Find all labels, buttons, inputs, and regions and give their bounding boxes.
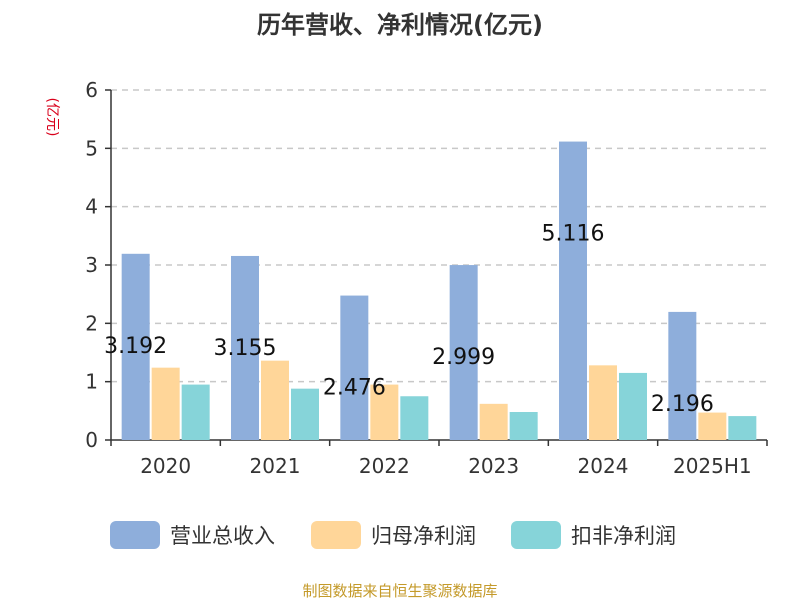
bar bbox=[261, 360, 289, 440]
data-label: 3.192 bbox=[104, 334, 167, 359]
y-tick-label: 0 bbox=[85, 428, 98, 452]
bar bbox=[400, 396, 429, 440]
bar bbox=[509, 412, 538, 440]
data-labels: 3.192 3.155 2.476 2.999 5.116 2.196 bbox=[104, 222, 714, 417]
data-label: 2.476 bbox=[323, 376, 386, 401]
x-tick-label: 2021 bbox=[250, 454, 301, 478]
legend-swatch bbox=[511, 521, 561, 549]
y-unit-label: (亿元) bbox=[44, 98, 60, 137]
source-note: 制图数据来自恒生聚源数据库 bbox=[302, 582, 497, 600]
x-tick-label: 2022 bbox=[359, 454, 410, 478]
bar bbox=[231, 255, 259, 440]
legend-label: 营业总收入 bbox=[170, 524, 275, 548]
bar bbox=[340, 295, 369, 440]
bar bbox=[728, 416, 757, 440]
data-label: 5.116 bbox=[542, 222, 605, 247]
data-label: 2.196 bbox=[651, 392, 714, 417]
x-tick-label: 2023 bbox=[468, 454, 519, 478]
x-tick-label: 2024 bbox=[578, 454, 629, 478]
legend-swatch bbox=[311, 521, 361, 549]
bars bbox=[121, 141, 757, 441]
bar bbox=[698, 412, 727, 440]
x-tick-label: 2025H1 bbox=[673, 454, 752, 478]
legend-swatch bbox=[110, 521, 160, 549]
x-tick-label: 2020 bbox=[140, 454, 191, 478]
bar bbox=[291, 388, 319, 440]
legend-item[interactable]: 营业总收入 bbox=[110, 521, 275, 549]
y-tick-label: 4 bbox=[85, 195, 98, 219]
legend[interactable]: 营业总收入 归母净利润 扣非净利润 bbox=[110, 521, 676, 549]
bar bbox=[121, 253, 150, 440]
data-label: 3.155 bbox=[214, 336, 277, 361]
bar bbox=[619, 372, 647, 440]
y-tick-label: 5 bbox=[85, 136, 98, 160]
y-tick-label: 1 bbox=[85, 370, 98, 394]
data-label: 2.999 bbox=[432, 345, 495, 370]
axes: 0 1 2 3 4 5 6 2020 2021 2022 2023 2024 2025H1 bbox=[85, 78, 768, 478]
legend-item[interactable]: 归母净利润 bbox=[311, 521, 476, 549]
bar bbox=[479, 403, 508, 440]
bar bbox=[449, 265, 478, 440]
y-tick-label: 3 bbox=[85, 253, 98, 277]
legend-label: 扣非净利润 bbox=[571, 524, 676, 548]
bar bbox=[559, 141, 587, 441]
chart-title: 历年营收、净利情况(亿元) bbox=[257, 11, 543, 39]
bar bbox=[589, 365, 617, 440]
bar bbox=[370, 384, 399, 440]
y-tick-label: 2 bbox=[85, 311, 98, 335]
bar bbox=[181, 384, 210, 440]
bar bbox=[668, 311, 697, 440]
y-tick-label: 6 bbox=[85, 78, 98, 102]
legend-item[interactable]: 扣非净利润 bbox=[511, 521, 676, 549]
bar bbox=[151, 367, 180, 440]
legend-label: 归母净利润 bbox=[371, 524, 476, 548]
